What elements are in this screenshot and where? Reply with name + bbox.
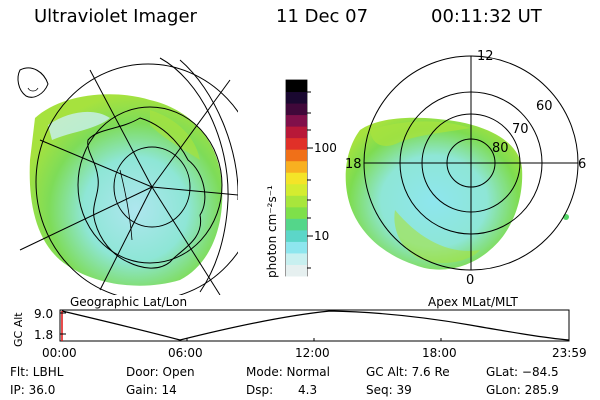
colorbar-strip — [286, 91, 307, 104]
south-america-coastline — [17, 67, 49, 98]
status-gc-alt: GC Alt: 7.6 Re — [366, 365, 450, 379]
colorbar-strip — [286, 137, 307, 150]
geographic-grid — [19, 57, 238, 295]
mlt-0-label: 0 — [466, 273, 474, 288]
status-door: Door: Open — [126, 365, 195, 379]
geographic-image — [17, 57, 238, 295]
apex-polar-plot: 12 18 6 0 60 70 80 — [345, 49, 586, 288]
status-mode: Mode: Normal — [246, 365, 330, 379]
instrument-title: Ultraviolet Imager — [34, 6, 197, 27]
time-tick-2359: 23:59 — [552, 346, 587, 360]
time-tick-0600: 06:00 — [168, 346, 203, 360]
colorbar-tick-100: 100 — [314, 141, 337, 155]
colorbar-strip — [286, 195, 307, 208]
apex-caption: Apex MLat/MLT — [428, 295, 518, 309]
time-tick-1200: 12:00 — [295, 346, 330, 360]
status-glat: GLat: −84.5 — [486, 365, 559, 379]
alt-tick-9: 9.0 — [34, 307, 54, 321]
colorbar-tick-10: 10 — [314, 229, 330, 243]
status-dsp-value: 4.3 — [298, 383, 318, 397]
altitude-curve — [61, 310, 570, 341]
colorbar-strip — [286, 126, 307, 139]
mlat-80-label: 80 — [492, 141, 509, 156]
colorbar-strip — [286, 252, 307, 265]
colorbar-strip — [286, 114, 307, 127]
auroral-emission-apex — [345, 117, 523, 270]
status-dsp-label: Dsp: — [246, 383, 274, 397]
time-tick-0000: 00:00 — [42, 346, 77, 360]
status-ip: IP: 36.0 — [10, 383, 56, 397]
colorbar-strip — [286, 264, 307, 277]
colorbar-strip — [286, 206, 307, 219]
time-label: 00:11:32 UT — [431, 6, 542, 27]
status-glon: GLon: 285.9 — [486, 383, 559, 397]
altitude-axis-label: GC Alt — [12, 312, 25, 347]
colorbar-strip — [286, 80, 307, 93]
colorbar-strip — [286, 103, 307, 116]
mlat-60-label: 60 — [536, 99, 553, 114]
alt-tick-1-8: 1.8 — [34, 328, 54, 342]
colorbar-strip — [286, 229, 307, 242]
colorbar-strip — [286, 160, 307, 173]
antarctica-coastline — [87, 117, 206, 269]
date-label: 11 Dec 07 — [276, 6, 369, 27]
time-tick-1800: 18:00 — [422, 346, 457, 360]
colorbar-strip — [286, 149, 307, 162]
colorbar-strips — [286, 80, 307, 277]
altitude-plot — [59, 309, 570, 342]
mlat-70-label: 70 — [512, 122, 529, 137]
mlt-6-label: 6 — [578, 157, 586, 172]
colorbar-strip — [286, 241, 307, 254]
geographic-caption: Geographic Lat/Lon — [70, 295, 188, 309]
colorbar-unit-label: photon cm⁻²s⁻¹ — [265, 185, 279, 278]
mlt-18-label: 18 — [345, 157, 362, 172]
status-flt: Flt: LBHL — [10, 365, 64, 379]
mlt-12-label: 12 — [477, 49, 494, 64]
colorbar-strip — [286, 183, 307, 196]
status-gain: Gain: 14 — [126, 383, 177, 397]
colorbar-strip — [286, 218, 307, 231]
colorbar-strip — [286, 172, 307, 185]
colorbar — [285, 79, 313, 277]
status-seq: Seq: 39 — [366, 383, 412, 397]
